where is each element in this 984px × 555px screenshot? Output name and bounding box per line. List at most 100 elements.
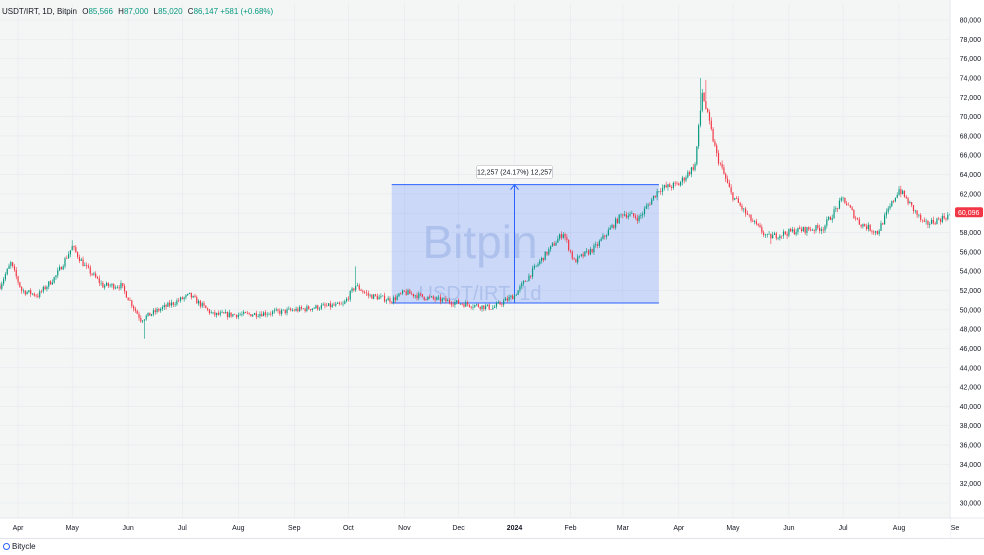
candle-body [114,287,117,289]
x-tick-label: Jun [783,525,794,532]
price-axis-bg [950,0,984,538]
candle-body [432,296,434,299]
candle-body [226,312,229,318]
candle-body [49,281,52,285]
candle-body [423,296,425,300]
candle-body [728,182,730,188]
low-value: 85,020 [158,7,183,16]
candle-body [929,224,931,225]
price-axis[interactable]: 30,000 32,000 34,000 36,000 38,000 40,000 42,0… [949,0,984,538]
candle-body [503,300,505,305]
candle-body [584,251,586,257]
candle-body [230,312,232,317]
x-tick-label: Se [951,525,960,532]
candle-body [578,255,581,257]
candle-body [262,312,265,317]
candle-body [746,213,748,215]
candle-body [692,167,694,170]
candle-body [615,218,617,228]
candle-body [880,223,882,231]
candle-body [672,182,674,188]
candle-body [129,300,131,301]
candle-body [587,250,590,255]
candle-body [203,303,205,306]
candle-body [855,218,857,219]
candle-body [86,265,88,266]
price-range-measure[interactable] [391,183,659,304]
candle-body [364,291,366,293]
candle-body [429,296,431,298]
candle-body [903,190,906,197]
candle-body [828,217,830,220]
candle-body [504,298,507,301]
candle-body [739,202,741,206]
candle-body [438,296,440,298]
candle-body [355,286,357,291]
candle-body [360,289,362,291]
candle-body [394,297,396,300]
candle-body [555,242,557,246]
candle-body [517,290,519,295]
candle-body [304,308,306,311]
candle-body [822,229,824,231]
candle-body [714,141,716,146]
candle-body [96,277,99,279]
candle-body [275,309,277,311]
candle-body [30,290,32,295]
footer-brand[interactable]: Bitycle [3,542,36,551]
candle-body [781,235,783,237]
candle-body [131,300,133,307]
candle-body [945,218,947,220]
candle-body [196,297,198,304]
candle-body [842,197,844,199]
candle-body [595,244,597,246]
candle-body [1,283,3,289]
y-tick-label: 48,000 [960,327,982,334]
candle-body [22,290,25,292]
candle-body [932,219,934,224]
candle-body [436,297,438,300]
candle-body [878,230,880,234]
candle-body [883,215,886,225]
candle-body [941,215,943,222]
candle-body [847,204,850,206]
candle-body [295,308,297,311]
candle-body [885,211,887,216]
x-tick-label: Jun [123,525,134,532]
candle-body [62,266,64,270]
candle-body [605,235,608,237]
y-tick-label: 54,000 [960,269,982,276]
candle-body [795,232,797,235]
candle-body [526,280,528,282]
y-tick-label: 76,000 [960,56,982,63]
candle-body [271,311,274,315]
candle-body [143,319,146,321]
candle-body [497,302,499,304]
candle-body [338,302,340,304]
candle-body [291,310,294,311]
candle-body [261,314,263,317]
candle-body [199,300,201,307]
candle-body [221,312,223,313]
candle-body [891,201,893,207]
candle-body [519,286,521,291]
candle-body [896,194,898,198]
candle-body [920,214,922,220]
candle-body [542,257,544,261]
candle-body [281,309,283,314]
x-tick-label: Mar [617,525,630,532]
time-axis[interactable]: Apr May Jun Jul Aug Sep Oct Nov Dec 2024 Feb Mar Apr… [0,517,984,538]
candle-body [369,294,371,296]
candle-body [235,314,238,318]
candle-body [647,204,649,207]
candle-body [336,302,339,304]
candle-body [607,229,609,236]
candle-body [559,234,561,239]
candle-body [474,304,476,307]
x-tick-label: Aug [232,525,245,532]
y-tick-label: 70,000 [960,114,982,121]
candle-body [421,294,424,297]
candle-body [652,195,655,200]
candle-body [678,183,680,186]
